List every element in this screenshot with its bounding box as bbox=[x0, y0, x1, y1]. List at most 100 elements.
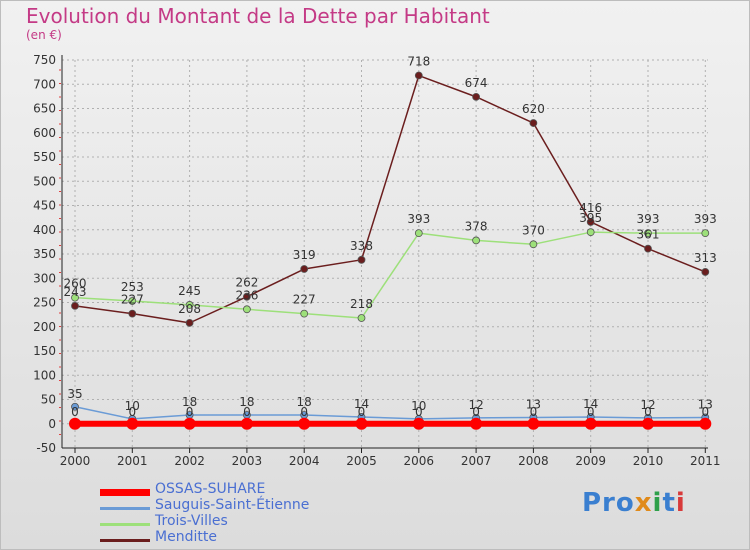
data-label-ossas-suhare: 0 bbox=[530, 405, 538, 419]
data-label-sauguis-saint-tienne: 14 bbox=[583, 397, 598, 411]
data-point-ossas-suhare bbox=[298, 417, 311, 430]
data-label-sauguis-saint-tienne: 12 bbox=[640, 398, 655, 412]
legend-swatch-ossas-suhare bbox=[100, 489, 150, 496]
data-point-trois-villes bbox=[71, 293, 79, 302]
data-label-menditte: 262 bbox=[235, 276, 258, 290]
data-point-trois-villes bbox=[185, 301, 194, 309]
data-label-ossas-suhare: 0 bbox=[358, 405, 366, 419]
series-layer bbox=[69, 71, 712, 430]
data-point-menditte bbox=[300, 265, 309, 273]
data-label-menditte: 319 bbox=[293, 248, 316, 262]
x-tick-label: 2001 bbox=[117, 454, 148, 468]
y-tick-label: 350 bbox=[33, 247, 56, 261]
data-point-menditte bbox=[71, 301, 79, 310]
legend-item-sauguis: Sauguis-Saint-Étienne bbox=[100, 497, 400, 516]
data-point-sauguis-saint-tienne bbox=[71, 402, 79, 411]
y-tick-label: 400 bbox=[33, 223, 56, 237]
proxiti-logo: Proxiti bbox=[582, 488, 686, 518]
data-point-menditte bbox=[185, 318, 194, 327]
legend-swatch-menditte bbox=[100, 539, 150, 542]
legend-label-menditte: Menditte bbox=[155, 529, 217, 545]
x-tick-label: 2000 bbox=[60, 454, 91, 468]
data-point-trois-villes bbox=[128, 297, 137, 305]
series-line-trois-villes bbox=[74, 231, 706, 319]
x-tick-label: 2003 bbox=[232, 454, 263, 468]
y-tick-label: 150 bbox=[33, 344, 56, 358]
y-tick-label: 650 bbox=[33, 102, 56, 116]
y-tick-label: 250 bbox=[33, 296, 56, 310]
chart-title: Evolution du Montant de la Dette par Hab… bbox=[26, 4, 490, 28]
y-tick-label: 200 bbox=[33, 320, 56, 334]
data-label-menditte: 416 bbox=[579, 201, 602, 215]
data-label-layer: 243 227 208 262 319 338 718 674 620 416 361 313 260 2… bbox=[64, 55, 717, 419]
series-line-menditte bbox=[74, 74, 706, 324]
x-tick-label: 2005 bbox=[346, 454, 377, 468]
data-label-ossas-suhare: 0 bbox=[186, 405, 194, 419]
data-label-ossas-suhare: 0 bbox=[701, 405, 709, 419]
data-point-trois-villes bbox=[701, 229, 710, 238]
data-point-trois-villes bbox=[644, 229, 652, 238]
y-tick-label: 700 bbox=[33, 77, 56, 91]
data-point-trois-villes bbox=[242, 305, 251, 314]
x-tick-label: 2006 bbox=[404, 454, 435, 468]
series-line-sauguis-saint-tienne bbox=[74, 406, 706, 420]
data-point-ossas-suhare bbox=[355, 417, 368, 430]
x-tick-label: 2010 bbox=[633, 454, 664, 468]
data-point-menditte bbox=[472, 92, 481, 101]
y-tick-label: 100 bbox=[33, 368, 56, 382]
data-point-ossas-suhare bbox=[470, 417, 483, 430]
data-label-trois-villes: 236 bbox=[235, 288, 258, 302]
y-tick-label: 750 bbox=[33, 53, 56, 67]
data-label-trois-villes: 227 bbox=[293, 293, 316, 307]
data-label-menditte: 243 bbox=[64, 285, 87, 299]
data-point-menditte bbox=[701, 268, 710, 276]
y-tick-label: 0 bbox=[48, 417, 56, 431]
data-point-ossas-suhare bbox=[412, 417, 425, 430]
data-label-trois-villes: 370 bbox=[522, 223, 545, 237]
data-label-trois-villes: 218 bbox=[350, 297, 373, 311]
data-label-menditte: 338 bbox=[350, 239, 373, 253]
data-label-sauguis-saint-tienne: 18 bbox=[297, 395, 312, 409]
data-label-trois-villes: 393 bbox=[694, 212, 717, 226]
y-tick-label: 550 bbox=[33, 150, 56, 164]
data-point-trois-villes bbox=[414, 229, 423, 238]
data-point-menditte bbox=[242, 292, 251, 301]
grid-layer bbox=[62, 59, 708, 449]
data-label-sauguis-saint-tienne: 18 bbox=[182, 395, 197, 409]
data-point-menditte bbox=[128, 309, 137, 318]
data-point-ossas-suhare bbox=[69, 417, 81, 430]
data-label-sauguis-saint-tienne: 12 bbox=[468, 398, 483, 412]
x-tick-label: 2008 bbox=[518, 454, 549, 468]
data-label-sauguis-saint-tienne: 13 bbox=[698, 397, 713, 411]
data-label-trois-villes: 245 bbox=[178, 284, 201, 298]
legend-label-trois-villes: Trois-Villes bbox=[155, 513, 228, 529]
data-label-sauguis-saint-tienne: 10 bbox=[411, 399, 426, 413]
chart-subtitle: (en €) bbox=[26, 28, 62, 42]
data-label-menditte: 620 bbox=[522, 102, 545, 116]
legend-label-sauguis: Sauguis-Saint-Étienne bbox=[155, 497, 310, 513]
data-point-menditte bbox=[529, 119, 538, 127]
data-label-ossas-suhare: 0 bbox=[587, 405, 595, 419]
legend-item-ossas-suhare: OSSAS-SUHARE bbox=[100, 481, 400, 500]
data-point-ossas-suhare bbox=[183, 417, 196, 430]
data-label-menditte: 208 bbox=[178, 302, 201, 316]
data-label-ossas-suhare: 0 bbox=[243, 405, 251, 419]
data-point-ossas-suhare bbox=[126, 417, 139, 430]
data-label-trois-villes: 393 bbox=[637, 212, 660, 226]
data-point-ossas-suhare bbox=[240, 417, 253, 430]
data-label-trois-villes: 253 bbox=[121, 280, 144, 294]
data-point-trois-villes bbox=[529, 240, 538, 249]
y-tick-label: -50 bbox=[36, 441, 56, 455]
data-label-ossas-suhare: 0 bbox=[415, 405, 423, 419]
data-label-menditte: 361 bbox=[637, 228, 660, 242]
data-point-ossas-suhare bbox=[642, 417, 654, 430]
data-point-menditte bbox=[414, 71, 423, 80]
data-label-ossas-suhare: 0 bbox=[472, 405, 480, 419]
y-tick-label: 300 bbox=[33, 271, 56, 285]
data-label-menditte: 674 bbox=[465, 76, 488, 90]
y-tick-label: 450 bbox=[33, 199, 56, 213]
data-label-sauguis-saint-tienne: 10 bbox=[125, 399, 140, 413]
data-label-menditte: 313 bbox=[694, 251, 717, 265]
x-tick-label: 2002 bbox=[174, 454, 205, 468]
